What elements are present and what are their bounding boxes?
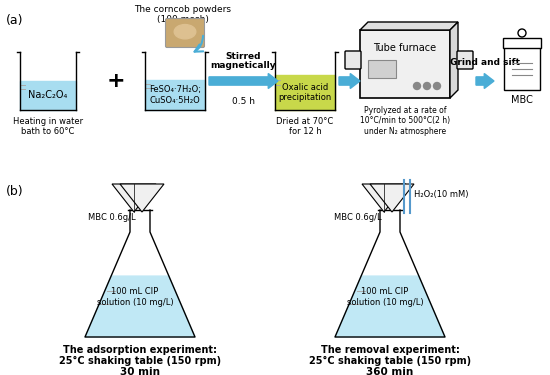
Ellipse shape <box>174 24 196 39</box>
Text: MBC 0.6g/L: MBC 0.6g/L <box>88 213 136 222</box>
Polygon shape <box>335 276 445 337</box>
Text: The adsorption experiment:: The adsorption experiment: <box>63 345 217 355</box>
Text: 30 min: 30 min <box>120 367 160 375</box>
Bar <box>20 81 76 110</box>
FancyBboxPatch shape <box>504 46 540 90</box>
FancyBboxPatch shape <box>503 38 541 48</box>
Polygon shape <box>120 184 164 212</box>
Text: 100 mL CIP
solution (10 mg/L): 100 mL CIP solution (10 mg/L) <box>346 287 424 307</box>
Text: Na₂C₂O₄: Na₂C₂O₄ <box>28 90 68 101</box>
Text: +: + <box>107 71 125 91</box>
Polygon shape <box>339 74 360 88</box>
Text: The removal experiment:: The removal experiment: <box>321 345 459 355</box>
Polygon shape <box>209 74 278 88</box>
Text: Dried at 70°C
for 12 h: Dried at 70°C for 12 h <box>276 117 334 136</box>
Text: 25°C shaking table (150 rpm): 25°C shaking table (150 rpm) <box>309 356 471 366</box>
Text: MBC: MBC <box>511 95 533 105</box>
Text: 25°C shaking table (150 rpm): 25°C shaking table (150 rpm) <box>59 356 221 366</box>
FancyBboxPatch shape <box>360 30 450 98</box>
Circle shape <box>518 29 526 37</box>
Polygon shape <box>112 184 156 212</box>
Text: 100 mL CIP
solution (10 mg/L): 100 mL CIP solution (10 mg/L) <box>97 287 173 307</box>
Bar <box>275 75 335 110</box>
Text: Oxalic acid
precipitation: Oxalic acid precipitation <box>278 83 332 102</box>
Text: Pyrolyzed at a rate of
10°C/min to 500°C(2 h)
under N₂ atmosphere: Pyrolyzed at a rate of 10°C/min to 500°C… <box>360 106 450 136</box>
Text: (a): (a) <box>6 14 24 27</box>
Text: Heating in water
bath to 60°C: Heating in water bath to 60°C <box>13 117 83 136</box>
FancyBboxPatch shape <box>345 51 361 69</box>
Text: H₂O₂(10 mM): H₂O₂(10 mM) <box>414 189 469 198</box>
Polygon shape <box>370 184 414 212</box>
Polygon shape <box>85 276 195 337</box>
FancyBboxPatch shape <box>368 60 396 78</box>
Polygon shape <box>362 184 406 212</box>
FancyBboxPatch shape <box>166 18 205 48</box>
Circle shape <box>424 82 431 90</box>
FancyArrowPatch shape <box>195 36 204 52</box>
Circle shape <box>414 82 421 90</box>
Text: magnetically: magnetically <box>211 61 276 70</box>
Text: (b): (b) <box>6 185 24 198</box>
Text: The corncob powders
(100 mesh): The corncob powders (100 mesh) <box>135 5 232 24</box>
Text: Stirred: Stirred <box>226 52 261 61</box>
Circle shape <box>433 82 441 90</box>
Text: Grind and sift: Grind and sift <box>450 58 520 67</box>
Bar <box>145 80 205 110</box>
Text: FeSO₄·7H₂O;
CuSO₄·5H₂O: FeSO₄·7H₂O; CuSO₄·5H₂O <box>149 85 201 105</box>
Text: 0.5 h: 0.5 h <box>232 97 255 106</box>
Polygon shape <box>360 22 458 30</box>
Text: Tube furnace: Tube furnace <box>373 43 437 53</box>
Text: MBC 0.6g/L: MBC 0.6g/L <box>334 213 382 222</box>
Text: 360 min: 360 min <box>366 367 414 375</box>
Polygon shape <box>476 74 494 88</box>
FancyBboxPatch shape <box>457 51 473 69</box>
Polygon shape <box>450 22 458 98</box>
